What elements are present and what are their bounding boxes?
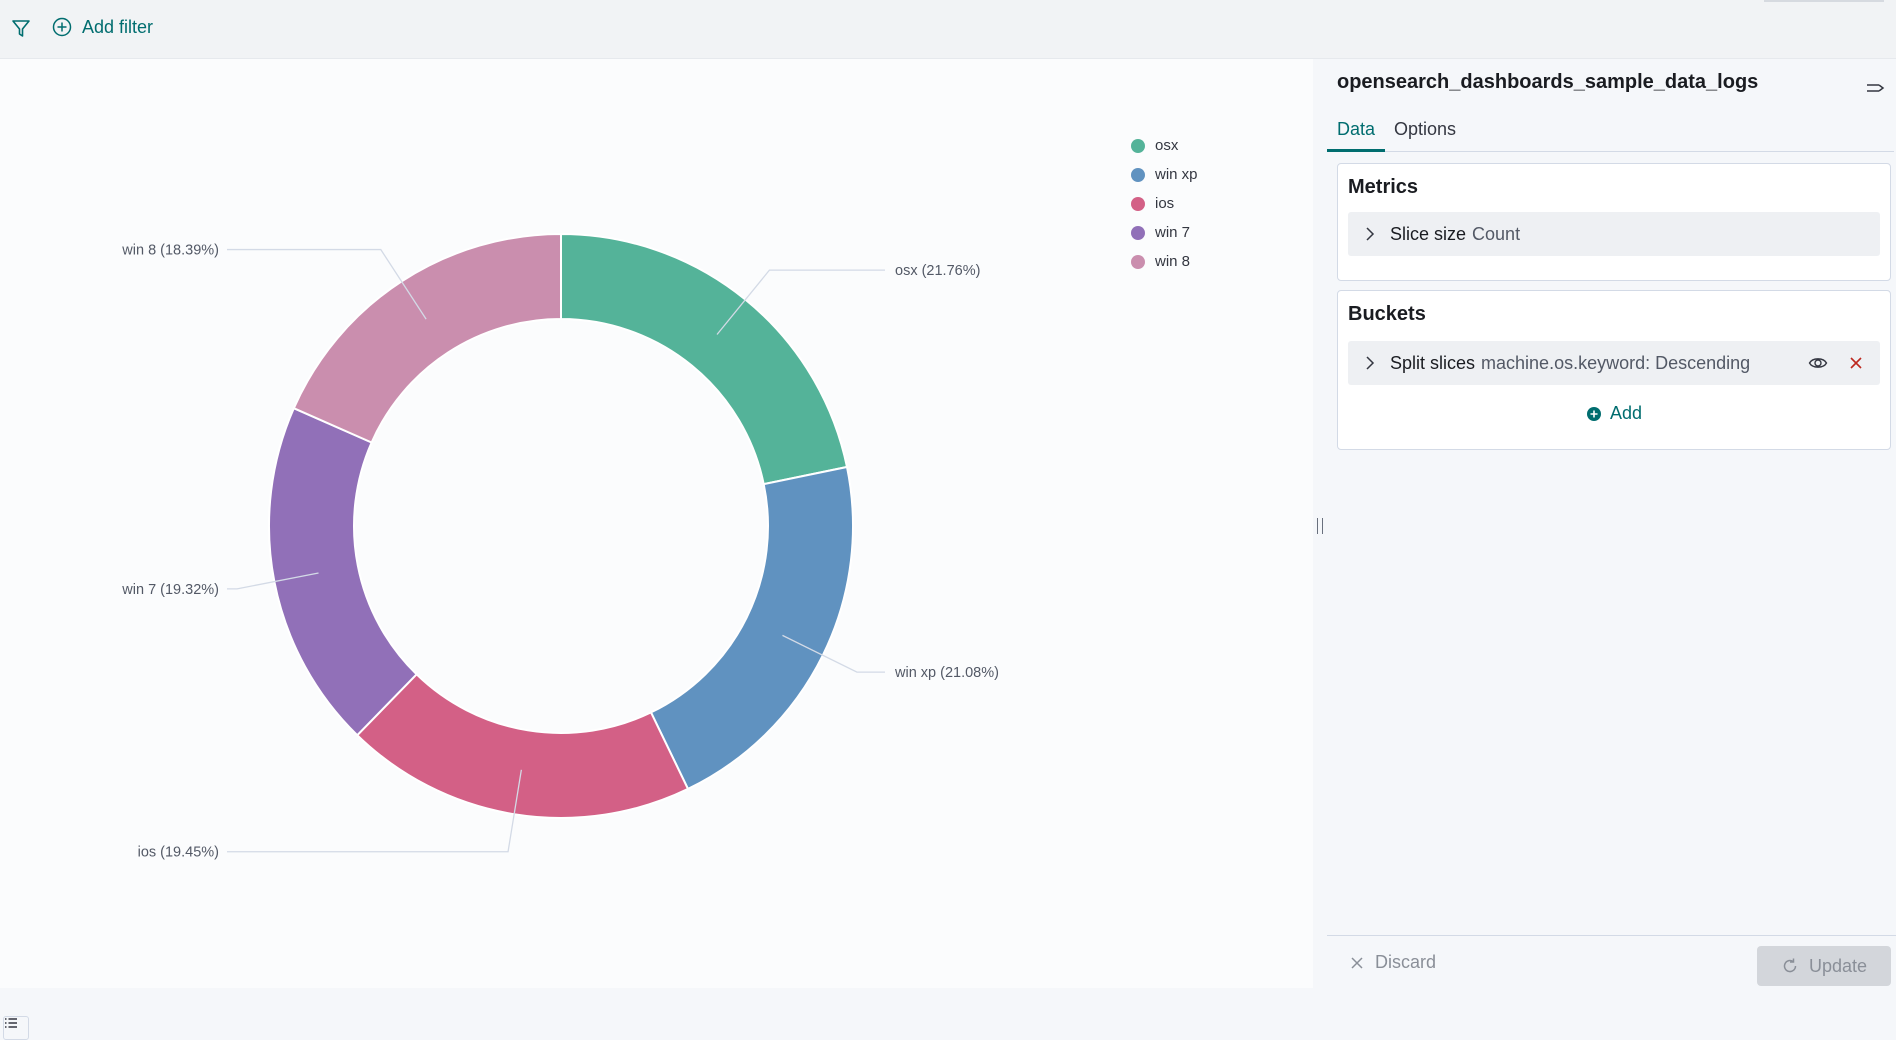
- legend-item[interactable]: ios: [1131, 189, 1198, 218]
- editor-sidebar: opensearch_dashboards_sample_data_logs D…: [1327, 59, 1896, 988]
- legend-color-dot: [1131, 254, 1145, 269]
- filter-bar: Add filter: [0, 0, 1896, 59]
- slice-win-7[interactable]: [268, 406, 418, 737]
- update-button[interactable]: Update: [1757, 946, 1891, 986]
- add-bucket-label: Add: [1609, 403, 1643, 423]
- index-pattern-title: opensearch_dashboards_sample_data_logs: [1337, 71, 1759, 93]
- eye-icon[interactable]: [1808, 353, 1828, 373]
- legend-item[interactable]: win xp: [1131, 160, 1198, 189]
- editor-tabs: Data Options: [1327, 109, 1894, 152]
- close-icon: [1351, 956, 1363, 969]
- slice-ios[interactable]: [355, 672, 690, 819]
- toolbar-edge: [1764, 0, 1884, 2]
- legend-color-dot: [1131, 138, 1145, 153]
- slice-win-xp[interactable]: [649, 465, 854, 791]
- legend-label: win 7: [1155, 224, 1191, 241]
- legend-label: ios: [1155, 195, 1175, 212]
- bucket-row-actions: [1808, 353, 1866, 373]
- metric-row-slice-size[interactable]: Slice size Count: [1348, 212, 1880, 256]
- legend-item[interactable]: osx: [1131, 131, 1198, 160]
- visualization-canvas: osx (21.76%) win xp (21.08%) ios (19.45%) w…: [0, 59, 1313, 1040]
- bucket-value: machine.os.keyword: Descending: [1481, 352, 1751, 373]
- legend-item[interactable]: win 7: [1131, 218, 1198, 247]
- legend-label: win xp: [1155, 166, 1198, 183]
- add-filter-label: Add filter: [82, 16, 154, 37]
- plus-circle-filled-icon: [1586, 406, 1601, 421]
- slice-label: win 7 (19.32%): [121, 582, 219, 598]
- tab-options[interactable]: Options: [1394, 119, 1457, 139]
- resize-grip-icon: [1317, 518, 1323, 534]
- discard-button[interactable]: Discard: [1349, 952, 1436, 973]
- remove-icon[interactable]: [1846, 353, 1866, 373]
- plus-circle-icon: [52, 17, 72, 37]
- slice-label: ios (19.45%): [138, 845, 219, 861]
- slice-label: win 8 (18.39%): [121, 243, 219, 259]
- refresh-icon: [1783, 958, 1797, 973]
- slice-label: osx (21.76%): [895, 263, 980, 279]
- leader-line: [227, 572, 319, 590]
- leader-line: [782, 634, 885, 673]
- leader-line: [716, 269, 885, 335]
- tab-data[interactable]: Data: [1327, 109, 1386, 152]
- editor-footer: Discard Update: [1327, 935, 1896, 989]
- list-icon: [5, 1018, 17, 1028]
- chevron-right-icon[interactable]: [1362, 355, 1378, 371]
- buckets-title: Buckets: [1348, 303, 1426, 325]
- metric-label: Slice size: [1390, 223, 1467, 244]
- bucket-label: Split slices: [1390, 352, 1476, 373]
- add-bucket-button[interactable]: Add: [1338, 403, 1890, 424]
- legend-color-dot: [1131, 167, 1145, 182]
- legend-item[interactable]: win 8: [1131, 247, 1198, 276]
- metrics-title: Metrics: [1348, 176, 1419, 198]
- legend-color-dot: [1131, 196, 1145, 211]
- discard-label: Discard: [1375, 952, 1437, 972]
- legend-label: osx: [1155, 137, 1179, 154]
- update-label: Update: [1808, 955, 1868, 976]
- slice-osx[interactable]: [560, 232, 849, 486]
- legend-label: win 8: [1155, 253, 1191, 270]
- add-filter-button[interactable]: Add filter: [52, 14, 153, 40]
- slice-label: win xp (21.08%): [894, 665, 999, 681]
- metrics-panel: Metrics Slice size Count: [1337, 163, 1891, 281]
- donut-chart: osx (21.76%) win xp (21.08%) ios (19.45%) w…: [121, 232, 999, 861]
- chevron-right-icon[interactable]: [1362, 226, 1378, 242]
- filter-icon[interactable]: [10, 17, 32, 39]
- buckets-panel: Buckets Split slices machine.os.keyword:…: [1337, 290, 1891, 450]
- leader-line: [227, 769, 523, 853]
- slice-win-8[interactable]: [292, 232, 562, 444]
- bucket-row-split-slices[interactable]: Split slices machine.os.keyword: Descend…: [1348, 341, 1880, 385]
- legend-color-dot: [1131, 225, 1145, 240]
- list-toggle-button[interactable]: [3, 1016, 29, 1040]
- chart-legend: osx win xp ios win 7 win 8: [1131, 131, 1198, 276]
- metric-value: Count: [1472, 223, 1521, 244]
- leader-line: [227, 248, 427, 320]
- collapse-sidebar-icon[interactable]: [1864, 77, 1886, 99]
